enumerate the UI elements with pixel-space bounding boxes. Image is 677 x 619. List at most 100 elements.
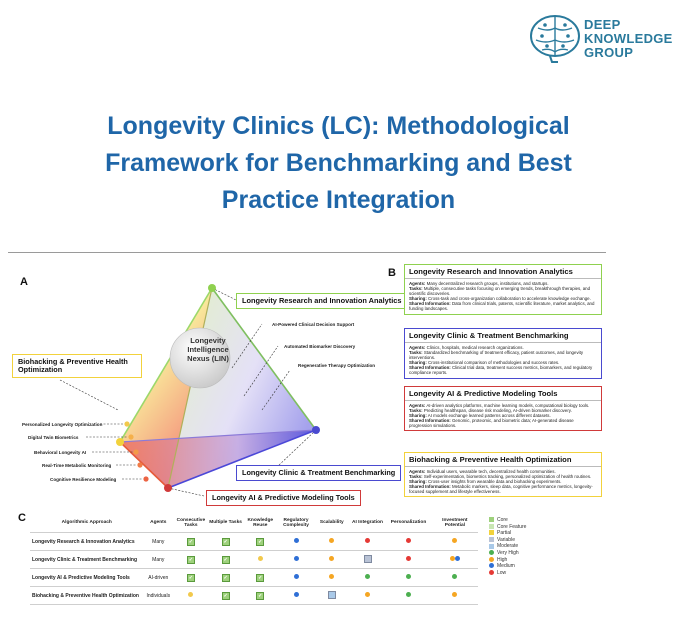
nexus-line-1: Longevity: [190, 336, 226, 345]
info-box-body: Agents: AI-driven analytics platforms, m…: [405, 401, 601, 430]
status-dot: [452, 592, 458, 597]
info-value: Predicting healthspan, disease risk mode…: [422, 408, 572, 414]
info-key: Shared Information:: [409, 301, 451, 307]
left-label-4: Real-Time Metabolic Monitoring: [42, 463, 112, 468]
page-title: Longevity Clinics (LC): Methodological F…: [0, 108, 677, 219]
panel-c-label: C: [18, 512, 26, 524]
info-line: Sharing: Cross-task and cross-organizati…: [409, 296, 597, 301]
info-value: Clinics, hospitals, medical research org…: [425, 345, 524, 350]
column-header: Scalability: [313, 514, 350, 533]
info-line: Tasks: Self-experimentation, biometrics …: [409, 474, 597, 479]
tetrahedron-diagram: Longevity Intelligence Nexus (LIN) AI-Po…: [22, 284, 375, 497]
check-icon: ✓: [256, 591, 265, 600]
inner-label-1: AI-Powered Clinical Decision Support: [272, 322, 355, 327]
status-dot: [406, 592, 412, 597]
edge-dot: [128, 434, 134, 440]
table-cell: [278, 532, 314, 551]
info-line: Sharing: Cross-institutional comparison …: [409, 360, 597, 365]
vertex-ai: [164, 484, 172, 492]
table-cell: [385, 568, 432, 587]
legend-item: High: [489, 557, 526, 564]
column-header: Algorithmic Approach: [30, 514, 144, 533]
table-cell: [431, 550, 478, 569]
info-key: Tasks:: [409, 474, 423, 480]
table-cell: [431, 586, 478, 605]
row-name: Biohacking & Preventive Health Optimizat…: [30, 586, 144, 605]
edge: [167, 429, 317, 489]
logo-text: DEEP KNOWLEDGE GROUP: [584, 18, 673, 60]
info-box-title: Longevity Research and Innovation Analyt…: [405, 265, 601, 279]
info-box-body: Agents: Clinics, hospitals, medical rese…: [405, 343, 601, 378]
check-icon: ✓: [186, 573, 195, 582]
nexus-sphere: [169, 327, 231, 389]
info-line: Tasks: Predicting healthspan, disease ri…: [409, 408, 597, 413]
column-header: Investment Potential: [431, 514, 478, 533]
logo-line-1: DEEP: [584, 17, 621, 32]
status-dot: [293, 556, 299, 561]
status-dot: [406, 538, 412, 543]
check-icon: ✓: [186, 555, 195, 564]
row-name: Longevity AI & Predictive Modeling Tools: [30, 568, 144, 587]
row-name: Longevity Research & Innovation Analytic…: [30, 532, 144, 551]
info-box-body: Agents: Many decentralized research grou…: [405, 279, 601, 314]
column-header: Multiple Tasks: [208, 514, 243, 533]
check-icon: ✓: [221, 591, 230, 600]
info-key: Sharing:: [409, 479, 427, 485]
status-dot: [365, 574, 371, 579]
comparison-table: Algorithmic Approach Agents Consecutive …: [30, 514, 478, 605]
info-value: Multiple, consecutive tasks focusing on …: [409, 286, 591, 297]
info-value: Standardized benchmarking of treatment e…: [409, 350, 584, 361]
vertex-biohacking: [116, 438, 124, 446]
legend-item: Moderate: [489, 543, 526, 550]
check-icon: ✓: [256, 537, 265, 546]
legend-item: Core Feature: [489, 524, 526, 531]
status-dot: [293, 592, 299, 597]
table-cell: ✓: [173, 532, 209, 551]
table-cell: [385, 532, 432, 551]
info-key: Sharing:: [409, 413, 427, 419]
edge: [211, 287, 317, 431]
logo-line-3: GROUP: [584, 45, 634, 60]
legend-label: High: [497, 556, 508, 563]
legend-swatch: [489, 530, 494, 536]
info-line: Agents: AI-driven analytics platforms, m…: [409, 403, 597, 408]
info-value: AI-driven analytics platforms, machine l…: [425, 403, 590, 408]
info-line: Sharing: AI models exchange learned patt…: [409, 413, 597, 418]
legend-item: Variable: [489, 537, 526, 544]
status-dot: [329, 538, 335, 543]
edge-dot: [124, 421, 130, 427]
row-agents: Individuals: [143, 586, 173, 605]
table-cell: ✓: [208, 532, 243, 551]
info-key: Tasks:: [409, 350, 423, 356]
table-cell: [173, 586, 209, 605]
info-key: Sharing:: [409, 360, 427, 366]
info-line: Agents: Many decentralized research grou…: [409, 281, 597, 286]
left-label-3: Behavioral Longevity AI: [34, 450, 86, 455]
status-dot: [449, 556, 455, 561]
moderate-icon: [327, 590, 336, 599]
info-line: Agents: Individual users, wearable tech,…: [409, 469, 597, 474]
row-agents: Many: [143, 532, 173, 551]
info-box: Longevity Clinic & Treatment Benchmarkin…: [404, 328, 602, 379]
inner-label-3: Regenerative Therapy Optimization: [298, 363, 375, 368]
column-header: Personalization: [385, 514, 432, 533]
vertex-research: [208, 284, 216, 292]
legend-item: Core: [489, 517, 526, 524]
face-bottom: [120, 430, 316, 488]
info-value: AI models exchange learned patterns acro…: [426, 413, 551, 419]
legend-label: Variable: [497, 536, 515, 543]
legend-label: Partial: [497, 530, 512, 537]
info-line: Shared Information: Clinical trial data,…: [409, 365, 597, 375]
column-header: Regulatory Complexity: [278, 514, 314, 533]
info-key: Tasks:: [409, 408, 423, 414]
legend-item: Medium: [489, 563, 526, 570]
status-dot: [365, 592, 371, 597]
left-label-5: Cognitive Resilience Modeling: [50, 477, 117, 482]
column-header: Knowledge Reuse: [242, 514, 279, 533]
legend: Core Core Feature Partial Variable Moderate V…: [489, 517, 526, 576]
table-cell: ✓: [208, 568, 243, 587]
divider: [8, 252, 606, 253]
info-key: Sharing:: [409, 296, 427, 302]
edge-dot: [133, 449, 139, 455]
table-row: Longevity Clinic & Treatment Benchmarkin…: [30, 550, 478, 569]
